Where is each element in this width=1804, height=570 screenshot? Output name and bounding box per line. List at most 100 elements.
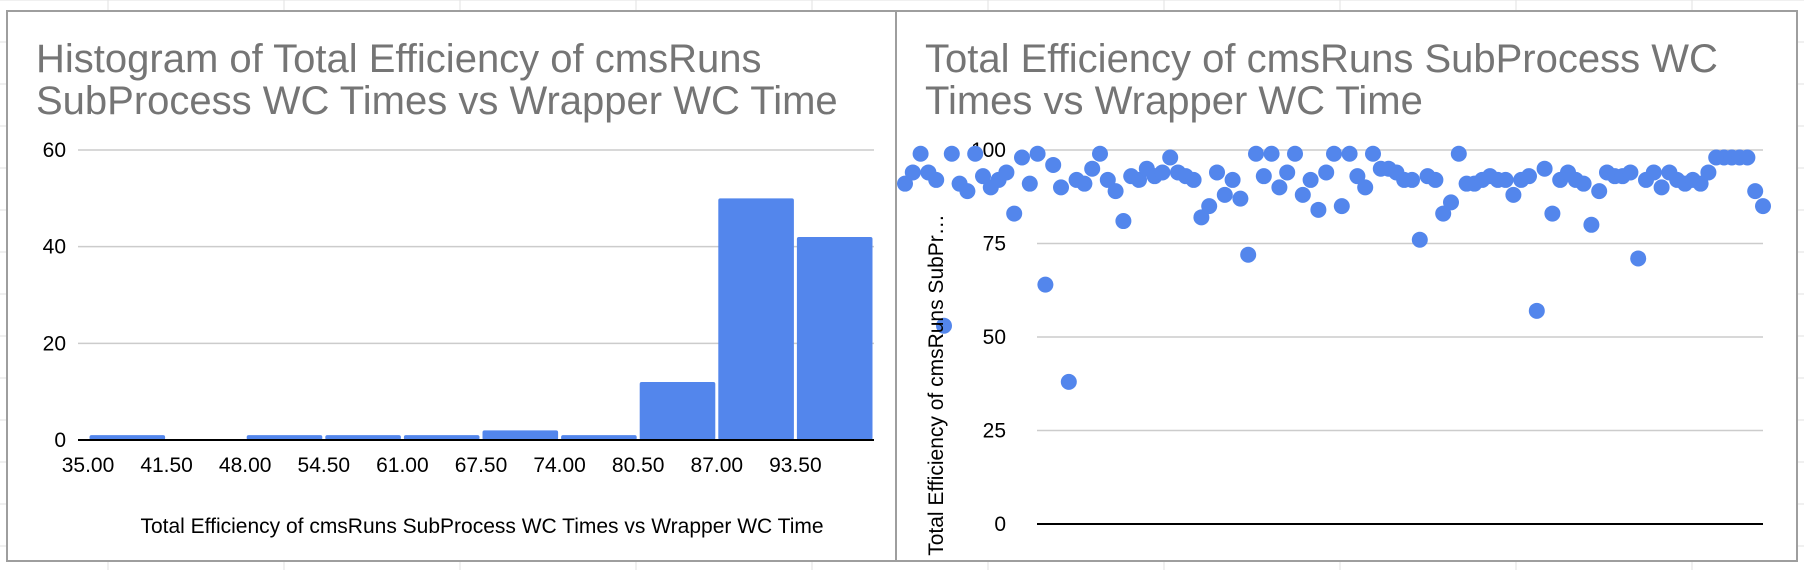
scatter-point bbox=[1700, 164, 1717, 181]
histogram-x-tick-label: 67.50 bbox=[455, 454, 508, 477]
scatter-point bbox=[1318, 164, 1335, 181]
scatter-point bbox=[1544, 205, 1561, 222]
scatter-point bbox=[1209, 164, 1225, 181]
histogram-x-tick-label: 74.00 bbox=[533, 454, 586, 477]
histogram-x-tick-label: 41.50 bbox=[140, 454, 193, 477]
histogram-x-tick-label: 93.50 bbox=[769, 454, 822, 477]
scatter-point bbox=[943, 145, 960, 162]
scatter-point bbox=[959, 183, 976, 200]
scatter-point bbox=[1591, 183, 1608, 200]
scatter-point bbox=[1326, 145, 1342, 162]
scatter-point bbox=[1653, 179, 1670, 196]
scatter-point bbox=[1216, 186, 1233, 203]
scatter-point bbox=[1248, 145, 1264, 162]
scatter-point bbox=[1060, 373, 1077, 390]
scatter-point bbox=[1232, 190, 1249, 207]
scatter-y-tick-label: 75 bbox=[983, 233, 1006, 256]
scatter-point bbox=[1349, 168, 1366, 185]
scatter-point bbox=[1099, 171, 1116, 188]
scatter-point bbox=[1201, 198, 1218, 215]
scatter-point bbox=[1154, 164, 1171, 181]
scatter-point bbox=[1528, 302, 1545, 319]
scatter-point bbox=[1404, 171, 1420, 188]
histogram-bar bbox=[325, 435, 401, 440]
scatter-point bbox=[1755, 198, 1771, 215]
scatter-point bbox=[1029, 145, 1046, 162]
histogram-bar bbox=[246, 435, 323, 440]
scatter-point bbox=[1583, 216, 1600, 233]
scatter-point bbox=[1014, 149, 1030, 166]
scatter-point bbox=[1053, 179, 1069, 196]
histogram-bar bbox=[561, 435, 637, 440]
scatter-point bbox=[1107, 183, 1124, 200]
scatter-point bbox=[967, 145, 984, 162]
scatter-point bbox=[1255, 168, 1272, 185]
scatter-point bbox=[1341, 145, 1358, 162]
scatter-point bbox=[1450, 145, 1467, 162]
histogram-x-tick-label: 54.50 bbox=[298, 454, 351, 477]
histogram-y-tick-label: 40 bbox=[43, 236, 66, 259]
scatter-point bbox=[1411, 231, 1428, 248]
scatter-point bbox=[897, 175, 913, 192]
scatter-point bbox=[1505, 186, 1522, 203]
histogram-y-tick-label: 20 bbox=[43, 332, 66, 355]
scatter-point bbox=[1240, 246, 1257, 263]
scatter-point bbox=[1287, 145, 1303, 162]
scatter-point bbox=[1357, 179, 1374, 196]
scatter-point bbox=[936, 317, 952, 334]
histogram-chart-title: Histogram of Total Efficiency of cmsRuns… bbox=[36, 37, 838, 123]
histogram-x-tick-label: 80.50 bbox=[612, 454, 665, 477]
scatter-point bbox=[1131, 171, 1147, 188]
histogram-x-tick-label: 35.00 bbox=[62, 454, 115, 477]
histogram-plot-area: 0 20 40 60 35.00 41.50 48.00 54.50 61.00 67.50 74.… bbox=[43, 139, 874, 538]
scatter-point bbox=[1037, 276, 1054, 293]
scatter-point bbox=[912, 145, 929, 162]
histogram-x-tick-label: 48.00 bbox=[219, 454, 272, 477]
scatter-point bbox=[1021, 175, 1038, 192]
histogram-bar bbox=[796, 237, 873, 440]
scatter-point bbox=[1521, 168, 1537, 185]
scatter-point bbox=[928, 171, 945, 188]
histogram-chart-panel[interactable]: Histogram of Total Efficiency of cmsRuns… bbox=[6, 10, 899, 562]
scatter-point bbox=[1279, 164, 1296, 181]
scatter-point bbox=[1427, 171, 1444, 188]
scatter-y-tick-label: 50 bbox=[983, 326, 1006, 349]
scatter-chart-panel[interactable]: Total Efficiency of cmsRuns SubProcess W… bbox=[895, 10, 1798, 562]
scatter-point bbox=[1622, 164, 1639, 181]
scatter-point bbox=[1076, 175, 1093, 192]
scatter-point bbox=[1739, 149, 1756, 166]
scatter-point bbox=[1263, 145, 1280, 162]
histogram-x-tick-label: 87.00 bbox=[691, 454, 744, 477]
scatter-point bbox=[1084, 160, 1101, 177]
scatter-y-tick-label: 0 bbox=[994, 513, 1006, 536]
scatter-point bbox=[1045, 156, 1062, 173]
scatter-point bbox=[1092, 145, 1108, 162]
histogram-bar bbox=[482, 430, 559, 440]
scatter-chart-title: Total Efficiency of cmsRuns SubProcess W… bbox=[925, 37, 1718, 123]
scatter-point bbox=[1435, 205, 1452, 222]
scatter-point bbox=[1302, 171, 1319, 188]
scatter-point bbox=[1497, 171, 1514, 188]
scatter-point bbox=[1747, 183, 1764, 200]
histogram-bar bbox=[718, 198, 794, 440]
scatter-point bbox=[1310, 201, 1327, 218]
histogram-x-tick-label: 61.00 bbox=[376, 454, 429, 477]
scatter-point bbox=[1115, 213, 1132, 230]
scatter-point bbox=[1271, 179, 1288, 196]
scatter-y-tick-label: 25 bbox=[983, 420, 1006, 443]
scatter-point bbox=[1630, 250, 1647, 267]
histogram-bar bbox=[89, 435, 166, 440]
histogram-bar bbox=[639, 382, 716, 440]
scatter-point bbox=[1162, 149, 1179, 166]
scatter-point bbox=[975, 168, 991, 185]
scatter-point bbox=[998, 164, 1015, 181]
scatter-point bbox=[1645, 164, 1662, 181]
scatter-y-axis-title: Total Efficiency of cmsRuns SubPr… bbox=[925, 214, 948, 556]
histogram-y-tick-label: 60 bbox=[43, 139, 66, 162]
histogram-y-tick-label: 0 bbox=[54, 429, 66, 452]
scatter-point bbox=[1575, 175, 1592, 192]
scatter-point bbox=[1692, 175, 1709, 192]
scatter-point bbox=[1224, 171, 1241, 188]
scatter-point bbox=[1193, 209, 1210, 226]
